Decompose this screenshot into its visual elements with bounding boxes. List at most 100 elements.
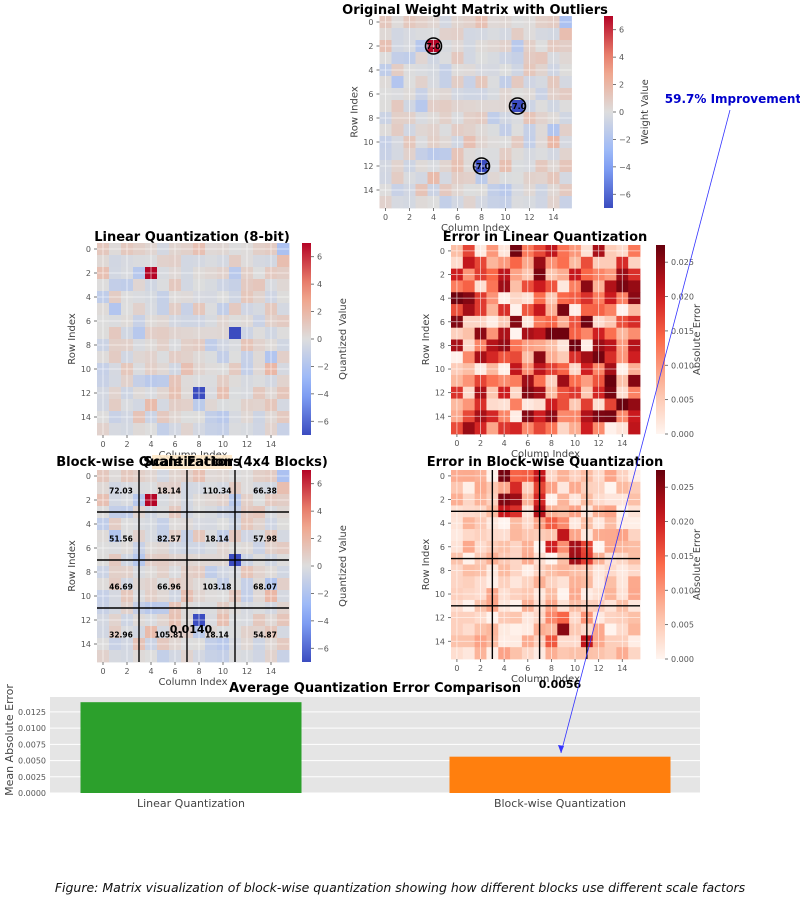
heatmap-cell	[462, 576, 476, 589]
heatmap-cell	[205, 530, 218, 543]
improvement-arrow	[560, 109, 731, 754]
heatmap-cell	[535, 28, 548, 41]
heatmap-cell	[415, 148, 428, 161]
y-tick-label: 0	[368, 18, 373, 27]
heatmap-cell	[580, 374, 594, 388]
improvement-annotation: 59.7% Improvement	[558, 92, 800, 754]
heatmap-cell	[205, 626, 218, 639]
heatmap-cell	[510, 623, 523, 636]
colorbar-tick-label: 0	[317, 562, 322, 571]
heatmap-cell	[487, 196, 500, 209]
y-axis-label: Row Index	[67, 540, 78, 592]
heatmap-cell	[628, 304, 641, 317]
heatmap-cell	[557, 623, 570, 636]
heatmap-cell	[205, 650, 218, 663]
x-tick-label: 12	[594, 664, 604, 673]
heatmap-cell	[462, 327, 476, 340]
heatmap-cell	[439, 52, 452, 65]
heatmap-cell	[463, 172, 476, 185]
heatmap-cell	[205, 375, 218, 388]
heatmap-cell	[559, 196, 572, 209]
heatmap-cell	[205, 255, 218, 268]
heatmap-cell	[510, 304, 523, 317]
heatmap-cell	[205, 578, 218, 591]
y-axis-label: Row Index	[350, 86, 361, 138]
heatmap-cell	[580, 280, 594, 293]
heatmap-cell	[604, 280, 617, 293]
y-tick-label: 12	[81, 616, 91, 625]
heatmap-cell	[533, 422, 546, 435]
heatmap-cell	[109, 578, 122, 591]
heatmap-cell	[463, 28, 476, 41]
heatmap-cell	[133, 375, 146, 388]
heatmap-cell	[253, 482, 266, 495]
heatmap-cell	[535, 148, 548, 161]
heatmap-cell	[109, 530, 122, 543]
colorbar-tick-label: 0.005	[671, 396, 694, 405]
y-tick-label: 10	[81, 592, 91, 601]
colorbar-tick-label: 6	[619, 26, 624, 35]
linear-gridlines	[97, 243, 289, 435]
heatmap-cell	[628, 280, 641, 293]
heatmap-cell	[557, 481, 570, 495]
heatmap-cell	[533, 304, 546, 317]
improvement-label: 59.7% Improvement	[665, 92, 800, 106]
bar-value-label: 0.0056	[539, 678, 582, 691]
heatmap-cell	[559, 76, 572, 89]
colorbar-label: Quantized Value	[338, 298, 349, 380]
heatmap-cell	[535, 76, 548, 89]
original-gridlines	[379, 16, 572, 208]
heatmap-cell	[487, 172, 500, 185]
colorbar-tick-label: 6	[317, 253, 322, 262]
heatmap-cell	[463, 52, 476, 65]
heatmap-cell	[510, 529, 523, 542]
x-tick-label: 6	[172, 667, 177, 676]
heatmap-cell	[181, 303, 194, 316]
scale-factor-label: 72.03	[109, 486, 133, 495]
colorbar	[604, 16, 613, 208]
heatmap-cell	[535, 196, 548, 209]
heatmap-cell	[391, 148, 404, 161]
heatmap-cell	[157, 650, 170, 663]
heatmap-cell	[205, 279, 218, 292]
heatmap-cell	[510, 374, 523, 388]
x-tick-label: 6	[525, 439, 530, 448]
heatmap-cell	[511, 76, 524, 89]
heatmap-cell	[486, 374, 499, 388]
colorbar-tick-label: 0.000	[671, 655, 694, 664]
heatmap-cell	[391, 100, 404, 113]
heatmap-cell	[229, 279, 242, 292]
heatmap-cell	[439, 124, 452, 137]
x-tick-label: 14	[617, 439, 627, 448]
heatmap-cell	[580, 398, 594, 411]
x-tick-label: 6	[525, 664, 530, 673]
x-tick-label: 14	[617, 664, 627, 673]
colorbar	[656, 245, 665, 434]
heatmap-cell	[604, 529, 617, 542]
colorbar-tick-label: 0.010	[671, 361, 694, 370]
x-tick-label: 10	[218, 440, 228, 449]
chart-title: Average Quantization Error Comparison	[229, 681, 521, 696]
y-tick-label: 0.0025	[18, 773, 46, 782]
colorbar-tick-label: −6	[317, 644, 329, 653]
heatmap-cell	[277, 482, 290, 495]
heatmap-cell	[109, 327, 122, 340]
heatmap-cell	[487, 124, 500, 137]
x-tick-label: 4	[502, 439, 507, 448]
heatmap-cell	[133, 255, 146, 268]
heatmap-cell	[439, 28, 452, 41]
y-tick-label: 8	[368, 114, 373, 123]
colorbar-tick-label: 0.015	[671, 327, 694, 336]
scale-factor-label: 66.38	[253, 486, 277, 495]
heatmap-cell	[580, 304, 594, 317]
y-tick-label: 12	[81, 389, 91, 398]
heatmap-cell	[510, 647, 523, 660]
heatmap-cell	[511, 100, 524, 113]
y-tick-label: 14	[81, 640, 91, 649]
x-axis-label: Column Index	[511, 449, 580, 460]
y-tick-label: 0.0000	[18, 789, 46, 798]
scale-factor-label: 68.07	[253, 582, 277, 591]
scale-factor-label: 105.81	[155, 630, 184, 639]
heatmap-cell	[109, 650, 122, 663]
heatmap-cell	[415, 100, 428, 113]
